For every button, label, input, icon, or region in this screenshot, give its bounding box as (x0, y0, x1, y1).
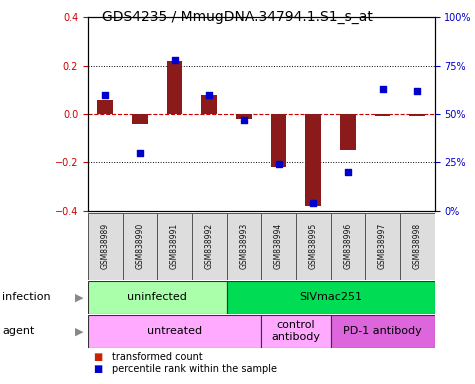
Bar (296, 213, 331, 280)
Bar (132, 114, 148, 124)
Bar (236, 114, 252, 119)
Bar (261, 213, 296, 280)
Point (275, 161, 282, 167)
Bar (123, 213, 157, 280)
Text: agent: agent (2, 326, 35, 336)
Text: GDS4235 / MmugDNA.34794.1.S1_s_at: GDS4235 / MmugDNA.34794.1.S1_s_at (102, 10, 373, 23)
Point (136, 150, 144, 156)
Text: ■: ■ (93, 364, 102, 374)
Bar (400, 213, 435, 280)
Bar (201, 95, 217, 114)
Text: infection: infection (2, 292, 51, 303)
Text: GSM838990: GSM838990 (135, 223, 144, 270)
Text: percentile rank within the sample: percentile rank within the sample (112, 364, 276, 374)
Bar (331, 315, 435, 348)
Point (413, 88, 421, 94)
Text: transformed count: transformed count (112, 352, 202, 362)
Point (205, 92, 213, 98)
Text: ■: ■ (93, 352, 102, 362)
Bar (88, 315, 261, 348)
Bar (192, 213, 227, 280)
Bar (365, 213, 400, 280)
Bar (375, 114, 390, 116)
Text: GSM838998: GSM838998 (413, 223, 422, 270)
Bar (167, 61, 182, 114)
Point (171, 57, 179, 63)
Bar (227, 281, 435, 314)
Bar (305, 114, 321, 206)
Text: GSM838991: GSM838991 (170, 223, 179, 270)
Text: GSM838995: GSM838995 (309, 223, 318, 270)
Bar (261, 315, 331, 348)
Text: GSM838997: GSM838997 (378, 223, 387, 270)
Text: GSM838992: GSM838992 (205, 223, 214, 270)
Bar (88, 281, 227, 314)
Text: GSM838996: GSM838996 (343, 223, 352, 270)
Point (310, 200, 317, 206)
Text: untreated: untreated (147, 326, 202, 336)
Bar (340, 114, 356, 151)
Text: GSM838989: GSM838989 (101, 223, 110, 270)
Bar (157, 213, 192, 280)
Text: SIVmac251: SIVmac251 (299, 292, 362, 303)
Text: ▶: ▶ (75, 292, 84, 303)
Point (344, 169, 352, 175)
Bar (88, 213, 123, 280)
Point (240, 117, 248, 123)
Bar (409, 114, 425, 116)
Point (102, 92, 109, 98)
Text: uninfected: uninfected (127, 292, 187, 303)
Text: GSM838994: GSM838994 (274, 223, 283, 270)
Bar (331, 213, 365, 280)
Text: ▶: ▶ (75, 326, 84, 336)
Text: GSM838993: GSM838993 (239, 223, 248, 270)
Bar (97, 99, 113, 114)
Text: control
antibody: control antibody (271, 320, 321, 342)
Bar (271, 114, 286, 167)
Point (379, 86, 387, 92)
Bar (227, 213, 261, 280)
Text: PD-1 antibody: PD-1 antibody (343, 326, 422, 336)
